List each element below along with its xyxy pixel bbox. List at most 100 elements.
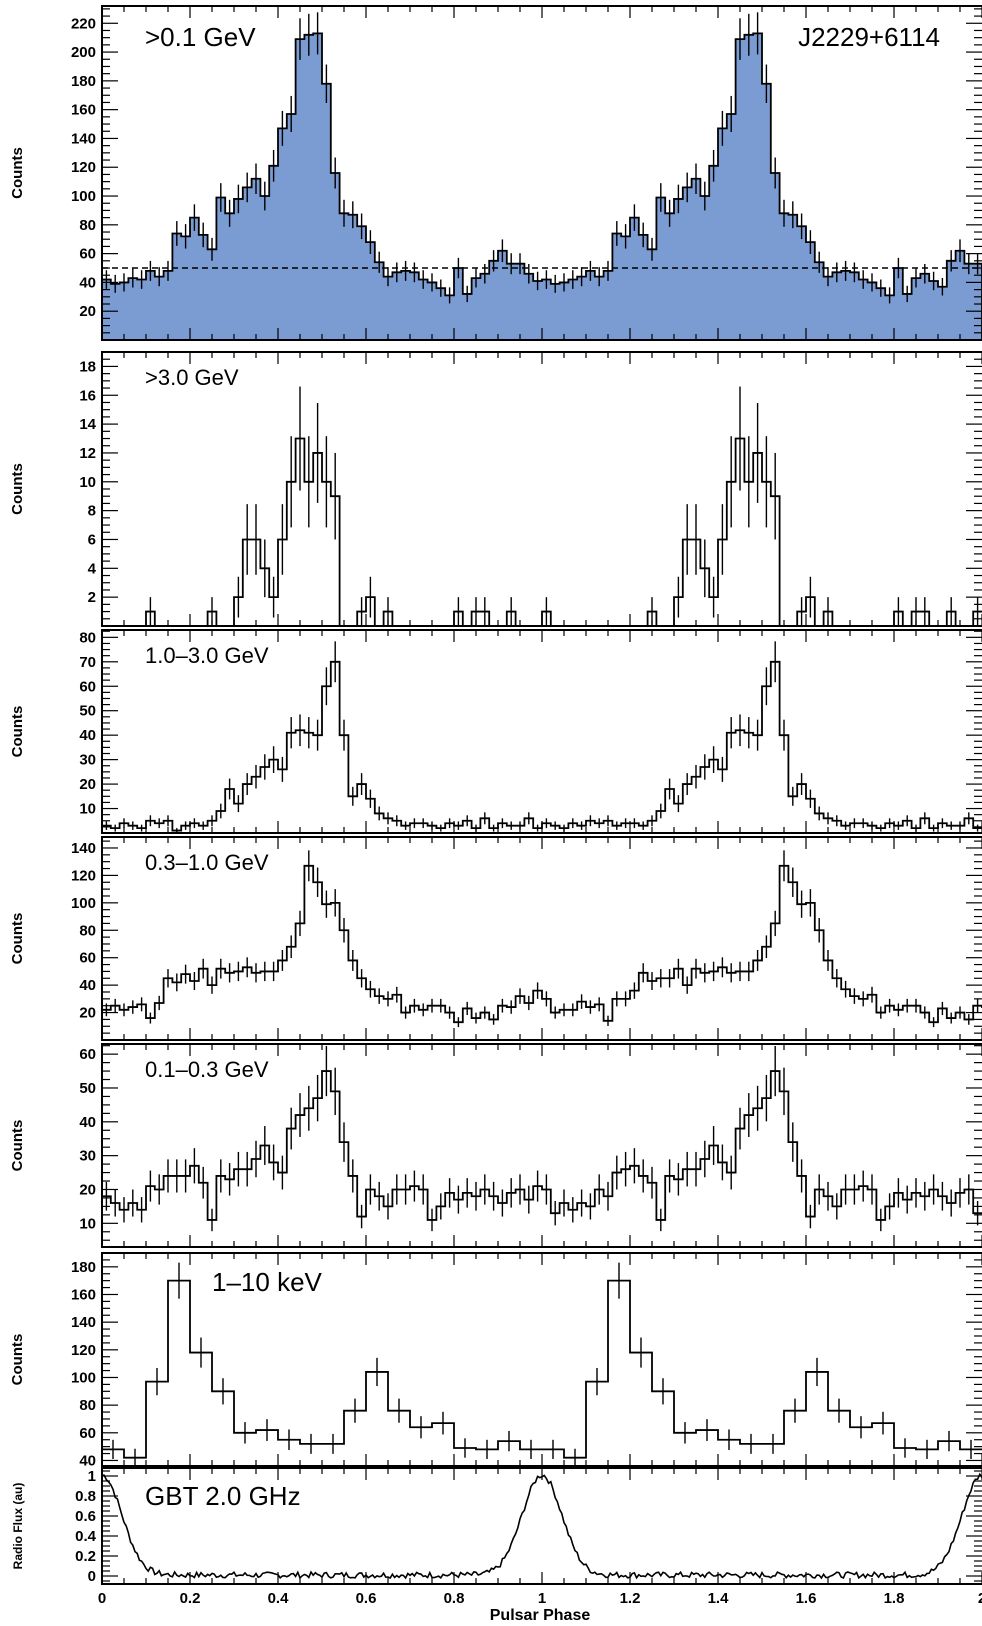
energy-band-label: 1–10 keV xyxy=(212,1267,323,1297)
y-tick-label: 0.6 xyxy=(75,1508,96,1525)
y-tick-label: 20 xyxy=(79,776,96,793)
y-tick-label: 140 xyxy=(71,1314,96,1331)
x-tick-label: 0.8 xyxy=(444,1590,465,1607)
y-tick-label: 100 xyxy=(71,188,96,205)
y-tick-label: 60 xyxy=(79,246,96,263)
x-tick-label: 1.6 xyxy=(796,1590,817,1607)
y-tick-label: 60 xyxy=(79,950,96,967)
x-tick-label: 0.2 xyxy=(180,1590,201,1607)
y-tick-label: 140 xyxy=(71,130,96,147)
panel-3: 10 20 30 40 50 60 70 80 Counts 1.0–3.0 GeV xyxy=(9,629,982,834)
y-tick-label: 160 xyxy=(71,1286,96,1303)
y-tick-label: 12 xyxy=(79,445,96,462)
energy-band-label: 0.3–1.0 GeV xyxy=(145,850,269,875)
y-axis-title: Counts xyxy=(9,147,26,199)
y-tick-label: 200 xyxy=(71,44,96,61)
y-tick-label: 20 xyxy=(79,1181,96,1198)
panel-7: 0 0.2 0.4 0.6 0.8 1 Radio Flux (au) GBT 2.0 GHz… xyxy=(11,1467,982,1607)
panel-frame xyxy=(101,836,982,1041)
y-tick-label: 40 xyxy=(79,727,96,744)
panel-frame xyxy=(101,5,982,341)
y-tick-label: 4 xyxy=(88,560,97,577)
y-tick-label: 6 xyxy=(88,531,96,548)
y-tick-label: 10 xyxy=(79,1215,96,1232)
histogram-line xyxy=(102,864,982,1024)
x-tick-label: 1.4 xyxy=(708,1590,730,1607)
panels-group: 20406080100120140160180200220Counts>0.1 … xyxy=(9,5,982,1607)
y-tick-label: 20 xyxy=(79,1005,96,1022)
y-tick-label: 80 xyxy=(79,629,96,646)
histogram-line xyxy=(102,437,982,627)
energy-band-label: 0.1–0.3 GeV xyxy=(145,1057,269,1082)
panel-frame xyxy=(101,351,982,627)
y-tick-label: 220 xyxy=(71,15,96,32)
y-tick-label: 100 xyxy=(71,1369,96,1386)
y-tick-label: 40 xyxy=(79,1452,96,1469)
y-tick-label: 120 xyxy=(71,1342,96,1359)
y-tick-label: 80 xyxy=(79,922,96,939)
y-tick-label: 70 xyxy=(79,654,96,671)
x-tick-label: 0.6 xyxy=(356,1590,377,1607)
y-tick-label: 180 xyxy=(71,1259,96,1276)
y-tick-label: 40 xyxy=(79,1114,96,1131)
y-tick-label: 60 xyxy=(79,1425,96,1442)
panel-6: 40 60 80 100 120 140 160 180 Counts 1–10 keV xyxy=(9,1252,982,1469)
y-tick-label: 8 xyxy=(88,503,96,520)
y-tick-label: 120 xyxy=(71,867,96,884)
y-axis-title: Counts xyxy=(9,463,26,515)
y-tick-label: 0 xyxy=(88,1568,96,1585)
pulsar-name-label: J2229+6114 xyxy=(798,22,940,52)
y-tick-label: 140 xyxy=(71,840,96,857)
y-tick-label: 10 xyxy=(79,801,96,818)
panel-frame xyxy=(101,1252,982,1467)
y-axis-title: Counts xyxy=(9,913,26,965)
y-tick-label: 1 xyxy=(88,1468,96,1485)
y-tick-label: 18 xyxy=(79,358,96,375)
energy-band-label: >0.1 GeV xyxy=(145,22,256,52)
y-tick-label: 60 xyxy=(79,678,96,695)
y-tick-label: 120 xyxy=(71,159,96,176)
y-tick-label: 20 xyxy=(79,303,96,320)
x-tick-label: 1.8 xyxy=(884,1590,905,1607)
y-tick-label: 0.2 xyxy=(75,1548,96,1565)
y-tick-label: 50 xyxy=(79,1080,96,1097)
histogram-line xyxy=(102,660,982,832)
energy-band-label: 1.0–3.0 GeV xyxy=(145,643,269,668)
y-tick-label: 16 xyxy=(79,387,96,404)
y-tick-label: 160 xyxy=(71,102,96,119)
y-tick-label: 50 xyxy=(79,703,96,720)
x-tick-label: 0 xyxy=(98,1590,106,1607)
x-tick-label: 2 xyxy=(978,1590,982,1607)
y-tick-label: 0.8 xyxy=(75,1488,96,1505)
y-tick-label: 30 xyxy=(79,1148,96,1165)
y-tick-label: 2 xyxy=(88,589,96,606)
panel-4: 20 40 60 80 100 120 140 Counts 0.3–1.0 GeV xyxy=(9,836,982,1041)
y-tick-label: 80 xyxy=(79,217,96,234)
y-tick-label: 100 xyxy=(71,895,96,912)
y-axis-title: Counts xyxy=(9,1334,26,1386)
panel-frame xyxy=(101,629,982,834)
y-tick-label: 80 xyxy=(79,1397,96,1414)
panel-1: 20 40 60 80 100 120 140 160 180 200 220 Counts >0.1 … xyxy=(9,5,982,341)
y-axis-title: Radio Flux (au) xyxy=(11,1483,25,1570)
y-tick-label: 0.4 xyxy=(75,1528,97,1545)
y-tick-label: 14 xyxy=(79,416,96,433)
y-tick-label: 180 xyxy=(71,73,96,90)
histogram-line xyxy=(102,1070,982,1221)
panel-2: 2 4 6 8 10 12 14 16 18 Counts >3.0 GeV xyxy=(9,351,982,627)
x-axis-title: Pulsar Phase xyxy=(490,1607,591,1624)
x-tick-label: 1.2 xyxy=(620,1590,641,1607)
x-tick-label: 1 xyxy=(538,1590,546,1607)
energy-band-label: GBT 2.0 GHz xyxy=(145,1481,301,1511)
energy-band-label: >3.0 GeV xyxy=(145,365,239,390)
y-axis-title: Counts xyxy=(9,706,26,758)
y-tick-label: 30 xyxy=(79,752,96,769)
histogram-line xyxy=(102,1279,982,1459)
panel-5: 10 20 30 40 50 60 Counts 0.1–0.3 GeV xyxy=(9,1043,982,1248)
x-tick-label: 0.4 xyxy=(268,1590,290,1607)
y-tick-label: 60 xyxy=(79,1046,96,1063)
y-tick-label: 40 xyxy=(79,977,96,994)
y-tick-label: 40 xyxy=(79,274,96,291)
histogram-fill xyxy=(101,32,982,341)
